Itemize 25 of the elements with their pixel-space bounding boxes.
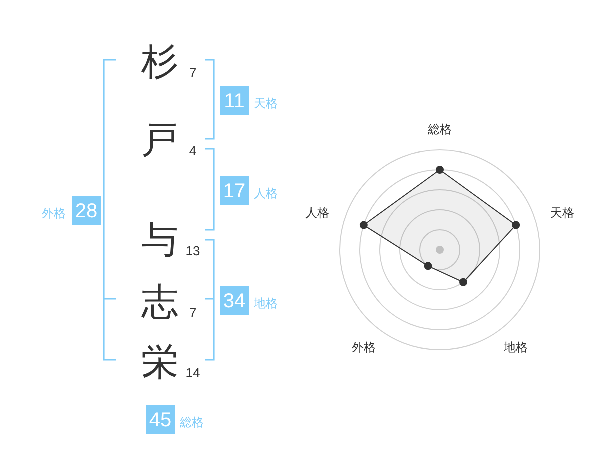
data-label: 14 [186,366,200,380]
data-label: 7 [189,306,197,320]
data-label: 13 [186,244,200,258]
data-label: 11 [224,90,245,112]
data-label: 4 [189,144,197,158]
spoke-label: 外格 [352,340,376,354]
category-label: 杉 [140,40,178,84]
category-label: 栄 [142,340,178,384]
spoke-label: 地格 [502,340,528,354]
category-label: 地格 [253,296,278,310]
category-label: 総格 [179,416,204,430]
spoke-label: 人格 [305,206,330,220]
category-label: 与 [142,218,178,262]
spoke-label: 総格 [427,122,452,137]
data-label: 28 [75,200,98,222]
category-label: 人格 [254,186,278,200]
data-label: 7 [189,66,197,80]
category-label: 天格 [254,96,278,110]
category-label: 戸 [142,118,178,162]
category-label: 外格 [42,206,66,220]
category-label: 志 [142,280,178,324]
spoke-label: 天格 [550,206,575,220]
data-label: 45 [149,410,172,432]
data-label: 34 [223,290,246,312]
data-label: 17 [223,180,246,202]
